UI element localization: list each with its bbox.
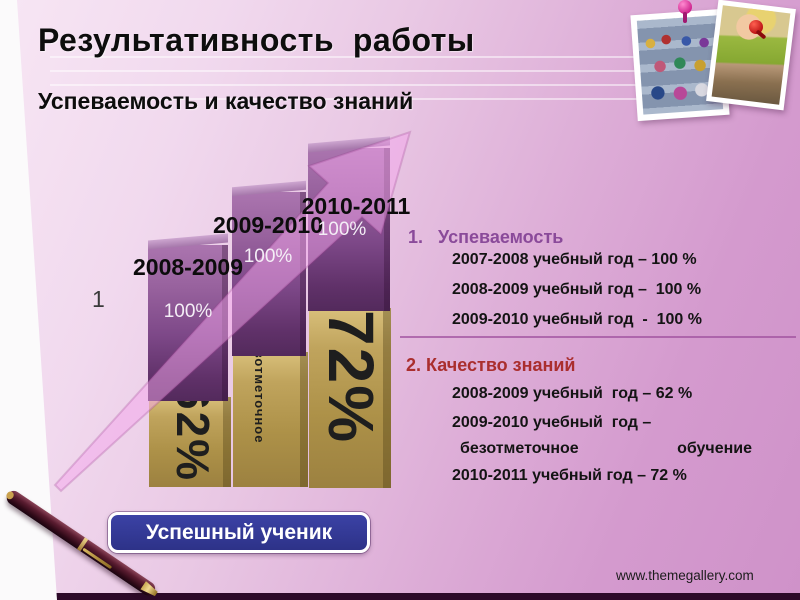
ruled-line xyxy=(50,70,642,72)
quality-wrap-left: безотметочное xyxy=(460,440,579,457)
bar-percent-label: 100% xyxy=(317,219,367,240)
slide-title: Результативность работы xyxy=(38,22,475,58)
quality-item-wrapped: безотметочное обучение xyxy=(460,440,752,458)
quality-value-label: 72% xyxy=(315,310,387,445)
quality-item: 2008-2009 учебный год – 62 % xyxy=(452,385,693,402)
successful-pupil-button[interactable]: Успешный ученик xyxy=(108,512,370,553)
performance-heading-text: Успеваемость xyxy=(438,227,564,247)
ruled-line xyxy=(50,84,642,86)
gold-bar-2009-2010 xyxy=(233,352,308,487)
bottom-accent-bar xyxy=(17,593,800,600)
successful-pupil-button-label: Успешный ученик xyxy=(145,520,333,544)
performance-item: 2007-2008 учебный год – 100 % xyxy=(452,251,697,268)
quality-heading: 2. Качество знаний xyxy=(406,355,576,375)
quality-item: 2010-2011 учебный год – 72 % xyxy=(452,467,687,484)
bar-percent-label: 100% xyxy=(163,301,213,322)
footer-website: www.themegallery.com xyxy=(616,568,754,583)
pupil-photo xyxy=(706,0,796,111)
section-divider xyxy=(400,336,796,338)
performance-heading: 1. Успеваемость xyxy=(408,227,563,248)
bar-year-label: 2010-2011 xyxy=(301,193,411,219)
axis-tick-label: 1 xyxy=(92,286,105,312)
performance-item: 2008-2009 учебный год – 100 % xyxy=(452,281,702,298)
quality-wrap-right: обучение xyxy=(677,440,752,457)
quality-item: 2009-2010 учебный год – xyxy=(452,414,652,431)
slide-subtitle: Успеваемость и качество знаний xyxy=(38,88,414,114)
ruled-line xyxy=(50,98,642,100)
pupil-photo-image xyxy=(711,5,791,105)
bar-percent-label: 100% xyxy=(243,246,293,267)
performance-number: 1. xyxy=(408,227,424,247)
performance-item: 2009-2010 учебный год - 100 % xyxy=(452,311,702,328)
ruled-line xyxy=(50,56,642,58)
